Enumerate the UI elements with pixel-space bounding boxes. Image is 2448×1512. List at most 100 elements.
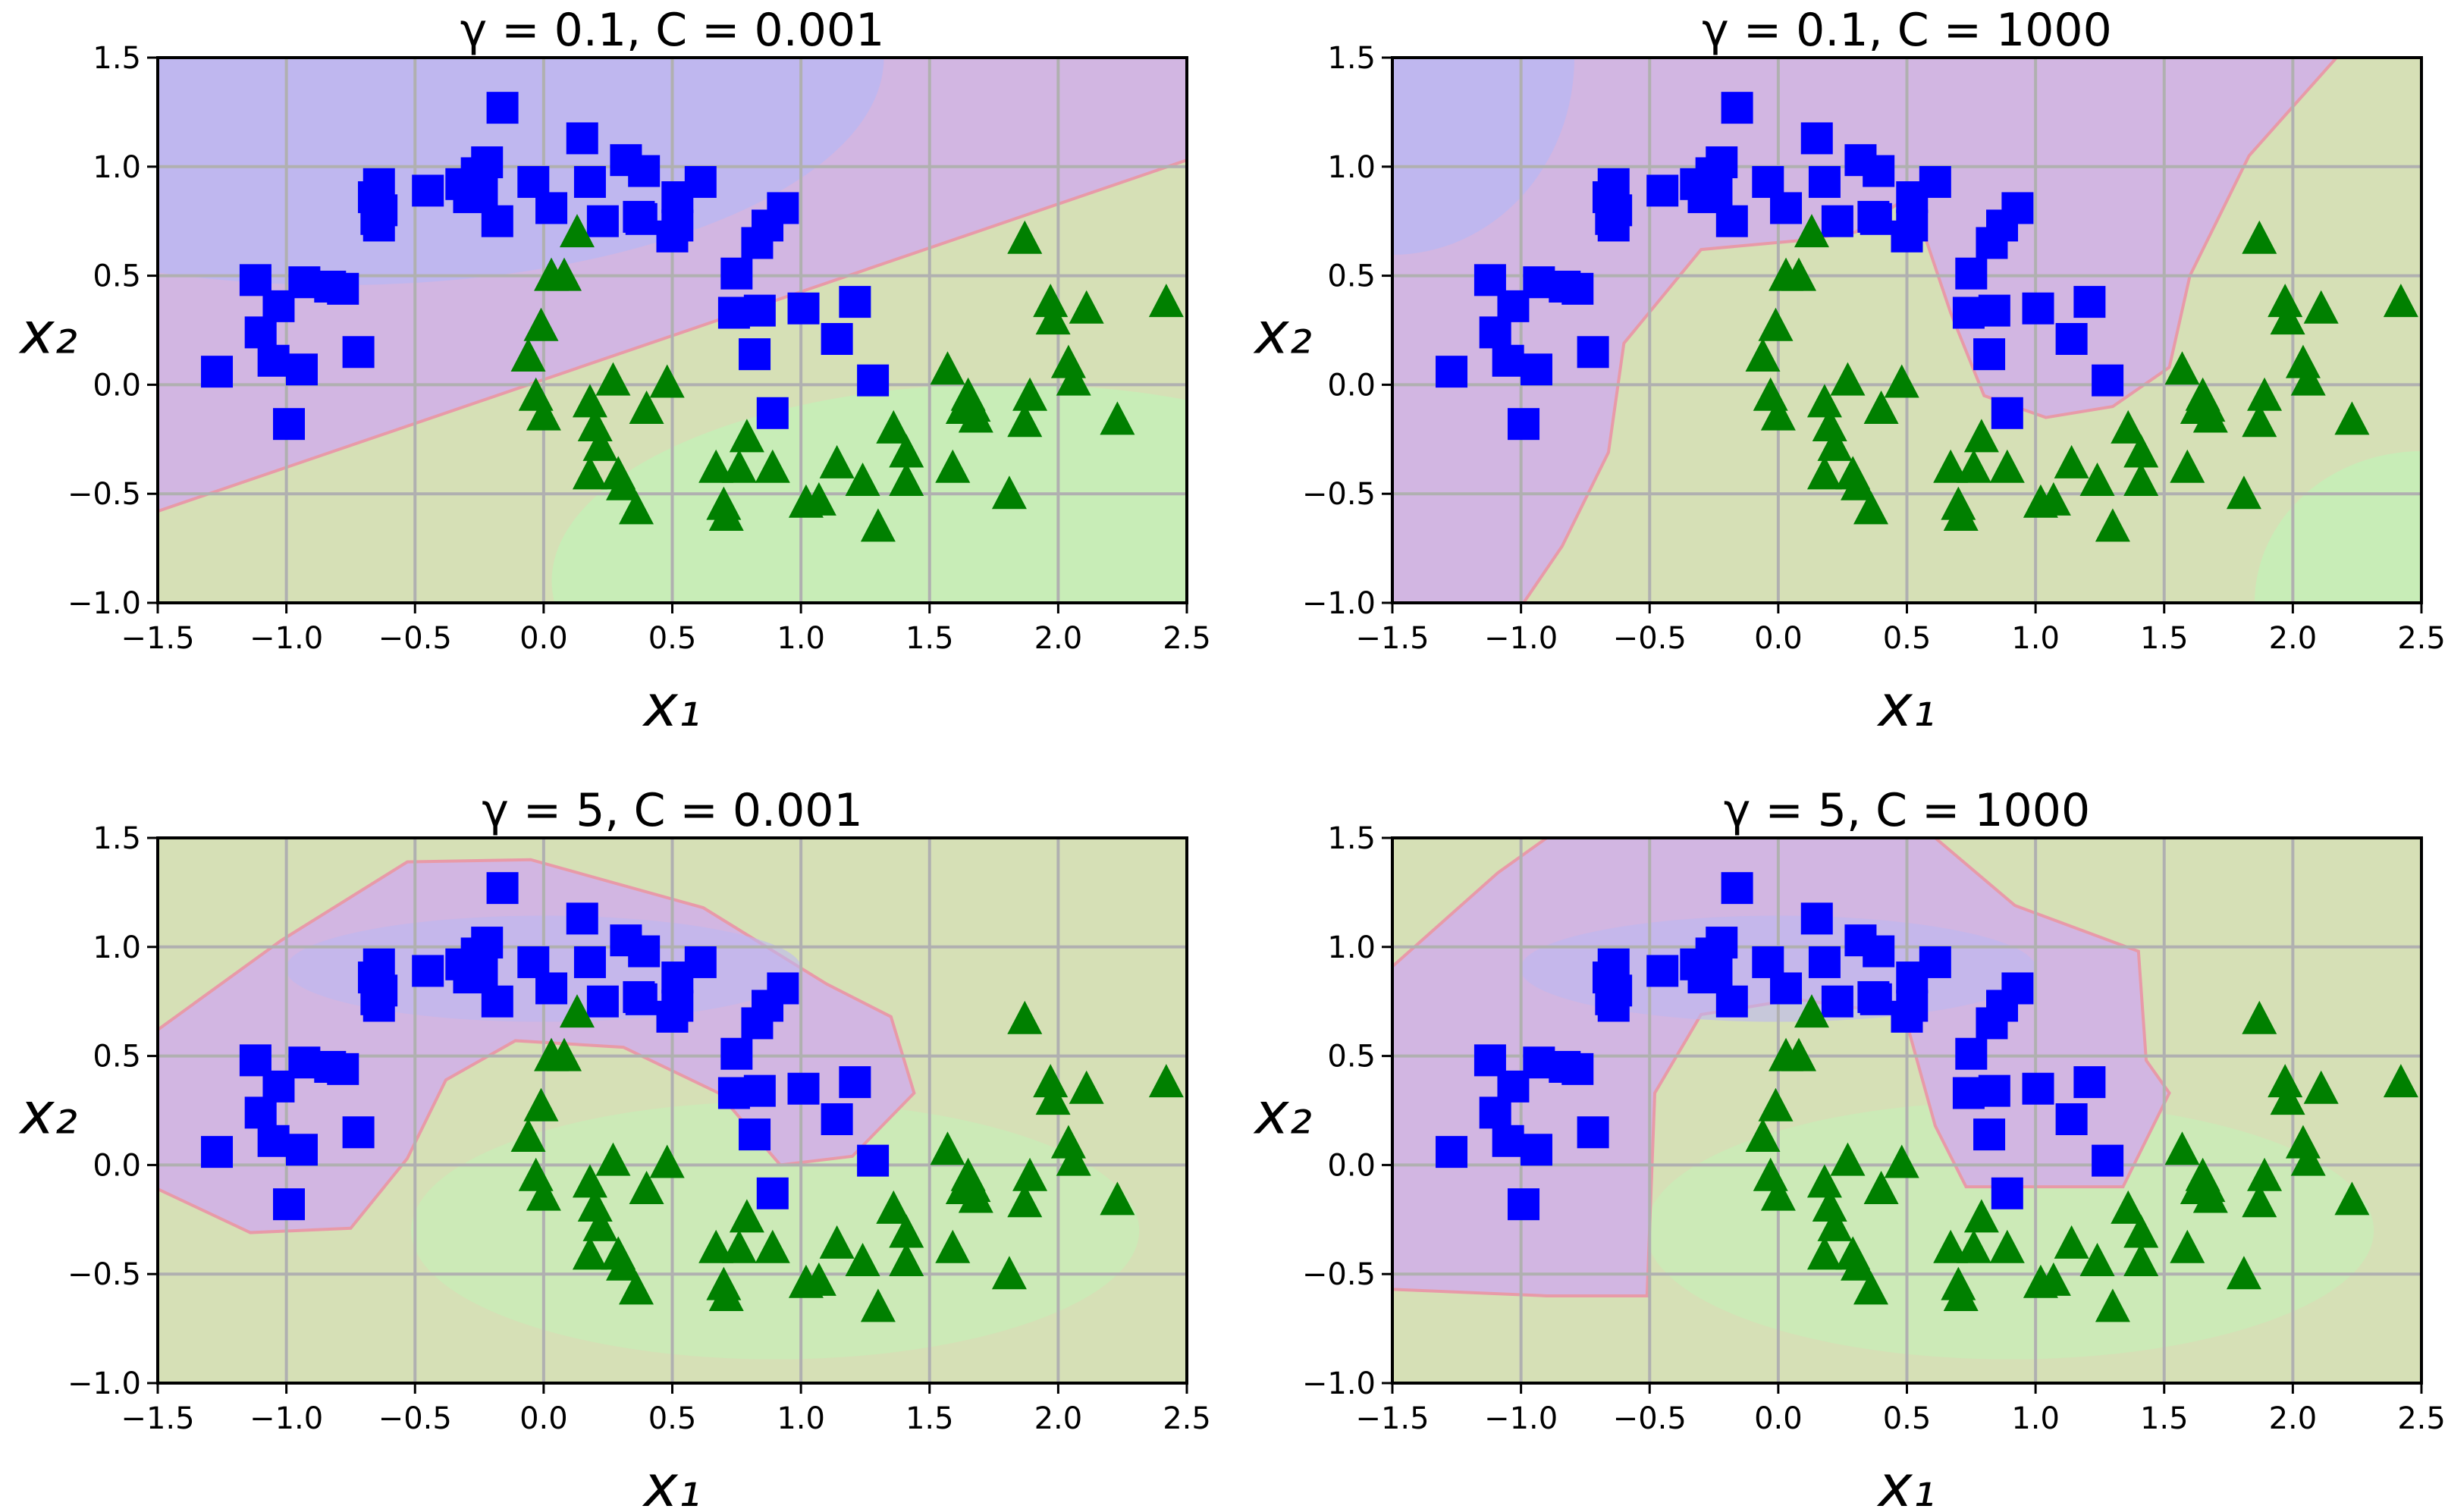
data-point-square (787, 292, 820, 325)
data-point-triangle (889, 1242, 924, 1276)
x-tick-label: −1.0 (1484, 621, 1558, 656)
data-point-square (1508, 408, 1540, 441)
y-tick-label: −0.5 (67, 477, 141, 512)
data-point-square (1706, 927, 1738, 959)
data-point-triangle (1007, 1184, 1043, 1218)
data-point-triangle (1100, 1181, 1135, 1216)
data-point-square (1821, 985, 1853, 1018)
data-point-triangle (2123, 462, 2159, 496)
data-point-square (273, 408, 306, 441)
y-tick-label: −1.0 (1302, 1366, 1376, 1401)
data-point-triangle (1884, 1144, 1919, 1178)
data-point-triangle (1943, 1277, 1979, 1311)
x-tick-label: −1.5 (121, 621, 194, 656)
data-point-square (857, 364, 890, 397)
data-point-triangle (2111, 409, 2146, 444)
data-point-square (1863, 935, 1895, 968)
data-point-triangle (526, 1177, 561, 1211)
x-axis-label: x₁ (1877, 672, 1935, 739)
data-point-triangle (2079, 1242, 2115, 1276)
data-point-triangle (991, 1256, 1027, 1290)
data-point-triangle (991, 475, 1027, 510)
data-point-square (2022, 1072, 2054, 1105)
data-point-square (684, 165, 717, 198)
data-point-triangle (1781, 257, 1817, 291)
subplot-4: −1.5 −1.0 −0.5 0.0 0.5 1.0 1.5 2.0 2.5−1.0−0.50.… (1254, 784, 2446, 1512)
data-point-square (1520, 353, 1552, 386)
data-point-square (756, 397, 789, 429)
x-tick-label: −1.0 (1484, 1401, 1558, 1436)
data-point-triangle (595, 362, 631, 396)
data-point-square (285, 1134, 318, 1166)
data-point-triangle (860, 508, 896, 542)
y-tick-label: 0.5 (1327, 259, 1376, 294)
data-point-triangle (1794, 214, 1829, 248)
data-point-square (1808, 946, 1841, 978)
y-axis-label: x₂ (19, 300, 77, 367)
data-point-triangle (572, 384, 607, 418)
data-point-triangle (958, 1179, 993, 1213)
data-point-square (1561, 1052, 1594, 1085)
data-point-triangle (2334, 1181, 2370, 1216)
data-point-triangle (1817, 1207, 1853, 1241)
data-point-triangle (935, 1229, 971, 1263)
data-point-square (1860, 983, 1892, 1015)
data-point-square (684, 946, 717, 978)
data-point-triangle (819, 444, 855, 478)
data-point-square (1715, 985, 1748, 1018)
data-point-triangle (2242, 1184, 2277, 1218)
data-point-triangle (889, 1214, 924, 1248)
data-point-square (486, 872, 519, 905)
y-tick-label: −0.5 (1302, 477, 1376, 512)
data-point-triangle (2247, 1157, 2283, 1191)
data-point-square (535, 972, 568, 1005)
y-tick-label: 1.5 (93, 821, 141, 856)
data-point-triangle (819, 1225, 855, 1259)
data-point-triangle (1007, 220, 1043, 254)
data-point-triangle (526, 397, 561, 431)
data-point-triangle (2226, 1256, 2261, 1290)
data-point-square (1508, 1188, 1540, 1221)
data-point-triangle (801, 1262, 836, 1296)
data-point-square (1800, 122, 1833, 155)
y-tick-label: 1.0 (1327, 150, 1376, 185)
data-point-square (1808, 165, 1841, 198)
data-point-triangle (510, 338, 546, 372)
data-point-square (625, 202, 658, 235)
data-point-square (573, 165, 606, 198)
y-tick-label: 1.0 (93, 150, 141, 185)
data-point-square (273, 1188, 306, 1221)
y-axis-label: x₂ (1254, 300, 1312, 367)
data-point-triangle (1012, 1157, 1048, 1191)
data-point-triangle (2035, 1262, 2071, 1296)
data-point-square (360, 983, 393, 1015)
x-tick-label: −0.5 (1613, 621, 1687, 656)
data-point-triangle (2290, 1142, 2326, 1176)
data-point-triangle (2054, 1225, 2089, 1259)
data-point-square (628, 155, 661, 187)
data-point-triangle (1806, 1164, 1842, 1198)
data-point-triangle (2242, 403, 2277, 438)
data-point-square (566, 122, 598, 155)
y-tick-label: 1.0 (1327, 930, 1376, 965)
x-tick-label: 0.0 (519, 1401, 568, 1436)
data-point-triangle (2383, 1064, 2418, 1098)
data-point-triangle (572, 1164, 607, 1198)
data-point-square (327, 272, 359, 305)
data-point-square (257, 1125, 290, 1157)
x-tick-label: 2.5 (1163, 621, 1211, 656)
data-point-square (2092, 364, 2124, 397)
plot-area (1392, 838, 2421, 1383)
data-point-square (342, 336, 375, 369)
data-point-square (1863, 155, 1895, 187)
data-point-square (1577, 336, 1609, 369)
data-point-square (471, 146, 504, 179)
data-point-triangle (755, 449, 790, 483)
data-point-triangle (1035, 1081, 1071, 1115)
data-point-triangle (649, 1144, 685, 1178)
data-point-triangle (2334, 401, 2370, 435)
x-tick-label: −1.0 (250, 621, 323, 656)
data-point-triangle (1033, 284, 1069, 318)
data-point-triangle (2123, 434, 2159, 468)
data-point-triangle (619, 491, 654, 525)
